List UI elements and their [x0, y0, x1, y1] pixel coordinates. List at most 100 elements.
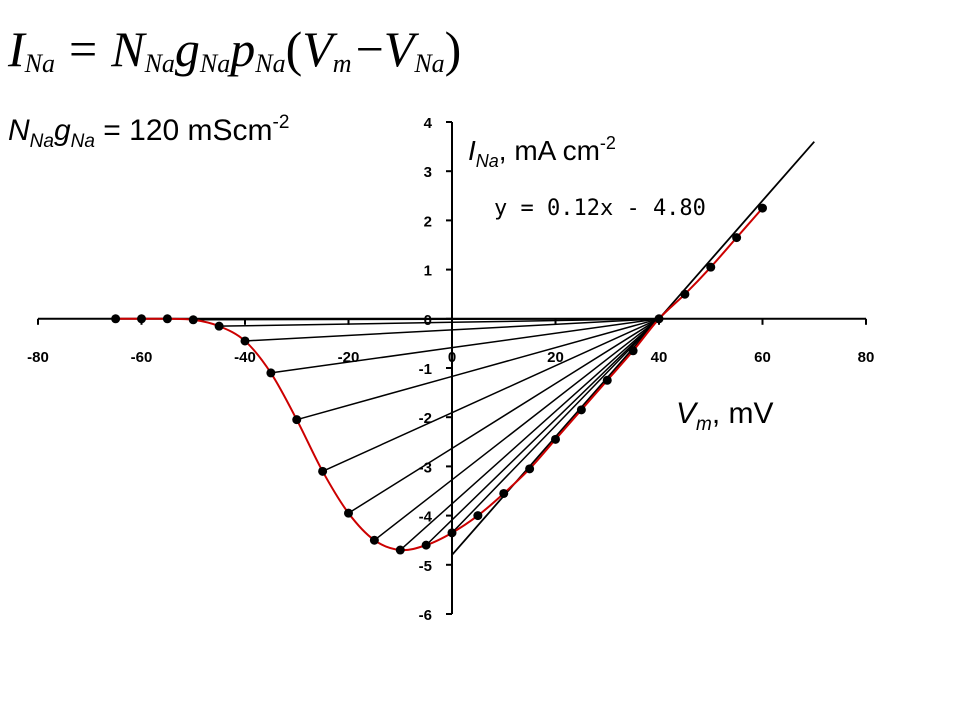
- equation: INa = NNagNapNa(Vm−VNa): [7, 21, 461, 78]
- y-tick-label: 2: [424, 213, 432, 230]
- data-point: [576, 405, 586, 415]
- ylabel-main: I: [468, 135, 476, 166]
- chord-line: [451, 318, 660, 521]
- eq-vm-sub: m: [333, 49, 352, 78]
- chord-line: [451, 318, 660, 449]
- y-tick-label: 1: [424, 263, 432, 280]
- y-tick-label: -6: [419, 607, 432, 624]
- x-tick-label: 80: [858, 349, 875, 366]
- data-point: [318, 466, 328, 476]
- cond-n-sub: Na: [30, 131, 54, 152]
- eq-lhs-sub: Na: [24, 49, 55, 78]
- chord-line: [322, 411, 453, 473]
- x-tick-labels: -80 -60 -40 -20 0 20 40 60 80: [27, 349, 874, 366]
- series-line: [115, 207, 764, 552]
- chord-line: [348, 447, 453, 514]
- chord-line: [451, 318, 660, 505]
- data-point: [344, 508, 353, 518]
- y-tick-label: -2: [419, 410, 432, 427]
- chord-line: [451, 318, 660, 414]
- x-tick-label: 0: [448, 349, 456, 366]
- chord-line: [451, 318, 660, 378]
- chord-line: [425, 519, 453, 546]
- x-tick-label: -20: [338, 349, 360, 366]
- chord-line: [270, 346, 453, 374]
- eq-equals: =: [69, 21, 97, 77]
- y-tick-labels: -6 -5 -4 -3 -2 -1 0 1 2 3 4: [419, 115, 433, 624]
- data-point: [395, 545, 405, 555]
- x-tick-label: -40: [234, 349, 256, 366]
- eq-minus: −: [356, 21, 384, 77]
- chord-line: [451, 318, 660, 534]
- eq-p-sub: Na: [254, 49, 285, 78]
- y-tick-label: -4: [419, 509, 433, 526]
- data-point: [654, 314, 664, 324]
- ylabel-rest: , mA cm: [499, 135, 600, 166]
- data-point: [499, 488, 509, 498]
- cond-g-sub: Na: [71, 131, 95, 152]
- xlabel-sub: m: [696, 414, 712, 435]
- data-point: [602, 375, 612, 385]
- y-tick-label: -3: [419, 459, 432, 476]
- y-tick-label: 4: [424, 115, 433, 132]
- x-tick-label: 40: [651, 349, 668, 366]
- xlabel-rest: , mV: [712, 397, 774, 430]
- axes: [37, 121, 867, 615]
- data-point: [680, 289, 690, 299]
- trendline-label: y = 0.12x - 4.80: [494, 196, 706, 221]
- eq-lhs: I: [7, 21, 27, 77]
- data-point: [758, 203, 767, 213]
- eq-paren-close: ): [445, 21, 462, 77]
- x-tick-label: 20: [547, 349, 564, 366]
- chord-line: [399, 503, 453, 551]
- data-point: [188, 315, 198, 325]
- ylabel-exp: -2: [600, 133, 616, 153]
- ylabel-sub: Na: [476, 151, 499, 171]
- cond-g: g: [54, 114, 71, 147]
- data-point: [292, 415, 302, 425]
- y-tick-label: -1: [419, 361, 432, 378]
- x-axis-label: Vm, mV: [676, 397, 774, 435]
- chord-line: [244, 329, 453, 342]
- xlabel-main: V: [676, 397, 699, 430]
- eq-p: p: [227, 21, 255, 77]
- data-point: [214, 321, 224, 331]
- eq-vna: V: [384, 21, 420, 77]
- data-point: [421, 540, 431, 550]
- data-point: [551, 434, 560, 444]
- data-point: [137, 314, 146, 324]
- cond-value: = 120 mScm: [95, 114, 273, 147]
- data-point: [732, 233, 742, 243]
- chord-line: [373, 479, 453, 541]
- chord-line: [451, 318, 660, 481]
- y-tick-label: 3: [424, 164, 432, 181]
- cond-exp: -2: [273, 112, 290, 133]
- eq-g-sub: Na: [199, 49, 230, 78]
- data-point: [162, 314, 172, 324]
- conductance-label: NNagNa = 120 mScm-2: [8, 112, 289, 152]
- eq-g: g: [175, 21, 200, 77]
- chord-line: [296, 375, 453, 421]
- y-tick-label: -5: [419, 558, 432, 575]
- eq-n-sub: Na: [144, 49, 175, 78]
- data-point: [447, 528, 457, 538]
- eq-vna-sub: Na: [413, 49, 444, 78]
- eq-paren-open: (: [286, 21, 303, 77]
- x-tick-label: 60: [754, 349, 771, 366]
- data-point: [240, 336, 250, 346]
- series-markers: [111, 203, 767, 555]
- chord-line: [219, 321, 453, 327]
- y-tick-label: 0: [424, 312, 432, 329]
- data-point: [111, 314, 121, 324]
- y-axis-label: INa, mA cm-2: [468, 133, 616, 171]
- data-point: [628, 346, 638, 356]
- series-curve: [115, 207, 764, 552]
- data-point: [525, 464, 535, 474]
- data-point: [266, 368, 276, 378]
- x-tick-label: -60: [131, 349, 153, 366]
- chord-line: [451, 318, 660, 349]
- data-point: [706, 262, 716, 272]
- data-point: [369, 535, 379, 545]
- data-point: [473, 511, 483, 521]
